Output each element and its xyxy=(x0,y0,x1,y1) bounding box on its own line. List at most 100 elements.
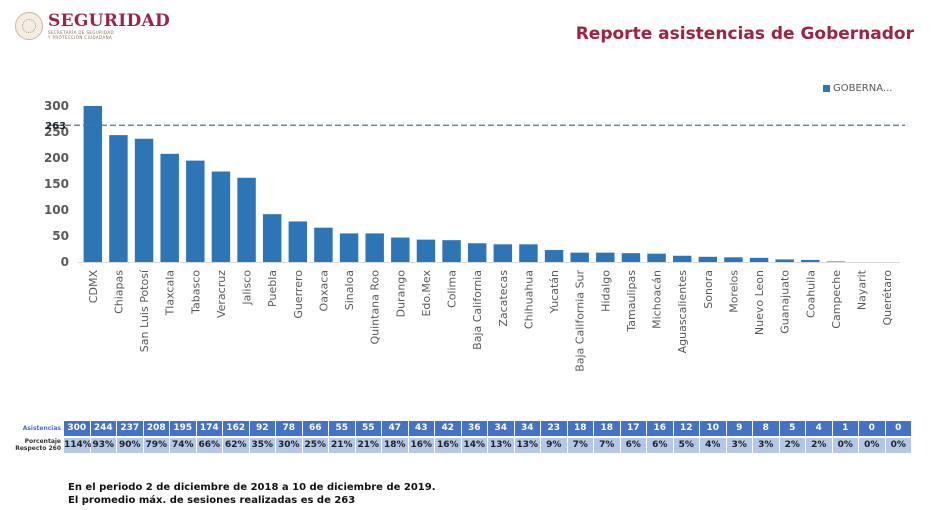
porcentaje-cell: 14% xyxy=(461,438,487,453)
porcentaje-cell: 90% xyxy=(117,438,143,453)
asistencias-cell: 237 xyxy=(117,421,143,436)
seguridad-logo: SEGURIDAD SECRETARÍA DE SEGURIDAD Y PROT… xyxy=(15,8,170,44)
bar xyxy=(262,214,282,262)
footer-line-average: El promedio máx. de sesiones realizadas … xyxy=(68,495,356,506)
bar xyxy=(365,233,384,262)
asistencias-cell: 195 xyxy=(170,421,196,436)
x-tick-label: Jalisco xyxy=(241,270,254,306)
bar xyxy=(775,259,794,262)
asistencias-cell: 10 xyxy=(700,421,726,436)
porcentaje-cell: 13% xyxy=(488,438,514,453)
asistencias-cell: 55 xyxy=(355,421,381,436)
bar xyxy=(672,255,692,262)
asistencias-row: Asistencias 300 244 237 208 195 174 162 92 78 66 5… xyxy=(5,421,912,436)
bar xyxy=(467,243,487,262)
x-tick-label: Nuevo Leon xyxy=(753,270,766,335)
bar xyxy=(519,244,538,262)
asistencias-cell: 12 xyxy=(673,421,699,436)
x-tick-label: Tamaulipas xyxy=(625,270,638,333)
x-tick-label: Baja California xyxy=(471,270,484,350)
asistencias-cell: 0 xyxy=(885,421,911,436)
brand-name: SEGURIDAD xyxy=(48,11,171,31)
asistencias-cell: 300 xyxy=(64,421,90,436)
page-title: Reporte asistencias de Gobernador xyxy=(575,24,914,44)
x-tick-label: Aguascalientes xyxy=(676,270,689,354)
porcentaje-cell: 4% xyxy=(700,438,726,453)
porcentaje-cell: 25% xyxy=(302,438,328,453)
bar xyxy=(109,135,128,262)
porcentaje-cell: 62% xyxy=(223,438,249,453)
reference-line-label: 263 xyxy=(45,121,66,132)
asistencias-cell: 174 xyxy=(196,421,222,436)
x-tick-label: Oaxaca xyxy=(317,270,330,311)
bar xyxy=(416,239,436,262)
porcentaje-cell: 7% xyxy=(567,438,593,453)
x-tick-label: Michoacán xyxy=(651,270,664,329)
y-tick-label: 300 xyxy=(44,99,69,113)
data-table: Asistencias 300 244 237 208 195 174 162 92 78 66 5… xyxy=(5,421,912,453)
x-tick-label: Edo.Mex xyxy=(420,270,433,317)
x-tick-label: Baja California Sur xyxy=(574,270,587,372)
x-tick-label: Guerrero xyxy=(292,270,305,319)
bar xyxy=(391,237,410,262)
y-tick-label: 150 xyxy=(44,177,69,191)
porcentaje-cell: 16% xyxy=(435,438,461,453)
porcentaje-cell: 16% xyxy=(408,438,434,453)
asistencias-cell: 9 xyxy=(726,421,752,436)
legend-swatch xyxy=(823,85,830,92)
bar xyxy=(647,253,666,262)
bar xyxy=(442,240,461,262)
porcentaje-cell: 18% xyxy=(382,438,408,453)
bar xyxy=(211,171,231,262)
asistencias-cell: 16 xyxy=(647,421,673,436)
x-tick-label: Coahuila xyxy=(804,270,817,318)
bars xyxy=(83,106,846,262)
porcentaje-cell: 74% xyxy=(170,438,196,453)
porcentaje-cell: 9% xyxy=(541,438,567,453)
legend-label: GOBERNA... xyxy=(833,83,893,94)
porcentaje-cell: 3% xyxy=(726,438,752,453)
asistencias-cell: 34 xyxy=(514,421,540,436)
bar xyxy=(724,257,743,262)
asistencias-cell: 34 xyxy=(488,421,514,436)
asistencias-cell: 47 xyxy=(382,421,408,436)
asistencias-cell: 162 xyxy=(223,421,249,436)
x-tick-label: Sonora xyxy=(702,270,715,309)
asistencias-cell: 17 xyxy=(620,421,646,436)
x-tick-label: Chihuahua xyxy=(522,270,535,329)
x-tick-label: Nayarit xyxy=(856,269,869,310)
x-tick-label: Puebla xyxy=(266,270,279,307)
porcentaje-cell: 35% xyxy=(249,438,275,453)
asistencias-cell: 66 xyxy=(302,421,328,436)
porcentaje-cell: 0% xyxy=(885,438,911,453)
asistencias-cell: 23 xyxy=(541,421,567,436)
porcentaje-cell: 79% xyxy=(143,438,169,453)
bar xyxy=(698,256,718,262)
asistencias-cell: 1 xyxy=(832,421,858,436)
bar xyxy=(621,253,641,262)
x-tick-label: Guanajuato xyxy=(779,270,792,334)
x-tick-label: Tlaxcala xyxy=(164,270,177,316)
y-tick-label: 0 xyxy=(61,255,69,269)
y-tick-label: 200 xyxy=(44,151,69,165)
bar xyxy=(749,257,769,262)
porcentaje-cell: 21% xyxy=(355,438,381,453)
asistencias-cell: 92 xyxy=(249,421,275,436)
porcentaje-cell: 30% xyxy=(276,438,302,453)
bar xyxy=(801,259,820,262)
asistencias-cell: 36 xyxy=(461,421,487,436)
bar xyxy=(570,252,589,262)
porcentaje-cell: 0% xyxy=(832,438,858,453)
x-tick-label: Zacatecas xyxy=(497,270,510,327)
x-tick-label: Quintana Roo xyxy=(369,270,382,345)
porcentaje-cell: 13% xyxy=(514,438,540,453)
x-tick-label: Hidalgo xyxy=(599,270,612,312)
porcentaje-cell: 66% xyxy=(196,438,222,453)
chart-legend: GOBERNA... xyxy=(823,83,892,94)
footer-note: En el periodo 2 de diciembre de 2018 a 1… xyxy=(68,481,436,507)
x-tick-label: Morelos xyxy=(727,270,740,313)
bar xyxy=(160,153,179,262)
asistencias-cell: 244 xyxy=(90,421,116,436)
x-tick-label: Campeche xyxy=(830,270,843,329)
bar xyxy=(288,221,308,262)
